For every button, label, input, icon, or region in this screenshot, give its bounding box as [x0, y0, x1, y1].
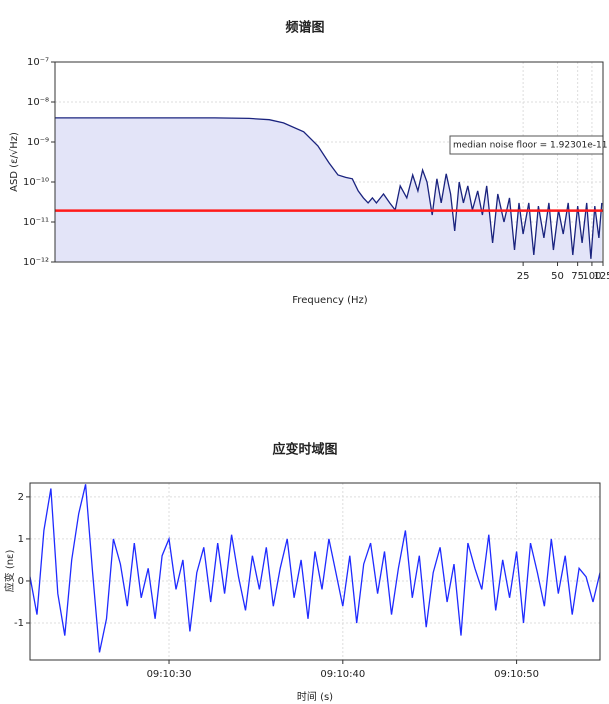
x-tick-label: 100 — [582, 271, 601, 282]
plot-border — [29, 482, 601, 661]
y-tick-label: 10⁻⁷ — [27, 57, 49, 68]
y-tick-label: -1 — [14, 618, 24, 629]
x-axis-label: Frequency (Hz) — [292, 295, 368, 306]
x-axis-label: 时间 (s) — [297, 690, 333, 703]
y-axis-label: 应变 (nε) — [3, 550, 16, 593]
y-tick-label: 10⁻¹⁰ — [23, 177, 49, 188]
x-tick-label: 09:10:50 — [494, 669, 539, 680]
x-tick-label: 75 — [571, 271, 584, 282]
plot-border — [54, 61, 604, 263]
chart-title: 频谱图 — [285, 20, 324, 36]
y-tick-label: 10⁻⁹ — [27, 137, 49, 148]
y-tick-label: 1 — [18, 534, 24, 545]
chart-title: 应变时域图 — [272, 442, 337, 458]
y-tick-label: 10⁻¹² — [23, 257, 49, 268]
y-tick-label: 10⁻⁸ — [27, 97, 49, 108]
x-tick-label: 125 — [593, 271, 609, 282]
area-fill — [55, 117, 602, 263]
x-tick-label: 09:10:40 — [320, 669, 365, 680]
plot-area — [29, 482, 601, 661]
y-axis-label: ASD (ε/√Hz) — [9, 132, 20, 192]
x-tick-label: 25 — [517, 271, 530, 282]
data-line — [55, 117, 603, 259]
y-tick-label: 10⁻¹¹ — [23, 217, 49, 228]
annotation: median noise floor = 1.92301e-11 — [453, 141, 608, 151]
y-tick-label: 0 — [18, 576, 24, 587]
x-tick-label: 50 — [551, 271, 564, 282]
x-tick-label: 09:10:30 — [147, 669, 192, 680]
data-line — [29, 484, 601, 653]
y-tick-label: 2 — [18, 492, 24, 503]
